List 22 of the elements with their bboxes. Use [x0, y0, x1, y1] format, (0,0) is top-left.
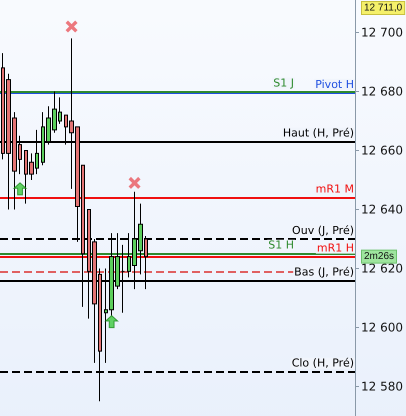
ref-line-label: Haut (H, Pré) — [282, 126, 354, 140]
y-tick-label: 12 620 — [361, 261, 404, 276]
y-tick-label: 12 640 — [361, 202, 404, 216]
ref-line-label: Pivot H — [315, 78, 354, 91]
ref-line-label: Bas (J, Pré) — [294, 265, 354, 278]
point — [128, 176, 141, 189]
y-tick-label: 12 680 — [361, 84, 404, 98]
ref-line-label: mR1 M — [316, 182, 354, 196]
point — [66, 20, 78, 33]
text: 12 711,0 — [364, 2, 403, 14]
ref-line-label: mR1 H — [316, 242, 354, 255]
y-tick-label: 12 660 — [361, 143, 404, 158]
ref-line-label: S1 H — [268, 238, 294, 252]
ref-line-label: S1 J — [273, 76, 294, 90]
point — [105, 315, 118, 328]
ref-line-label: Clo (H, Pré) — [292, 356, 354, 370]
y-tick-label: 12 600 — [361, 320, 404, 334]
y-tick-label: 12 580 — [361, 379, 404, 394]
point — [14, 182, 27, 196]
y-tick-label: 12 700 — [361, 25, 404, 40]
ref-line-label: Ouv (J, Pré) — [292, 224, 354, 237]
text: 2m26s — [364, 251, 394, 262]
